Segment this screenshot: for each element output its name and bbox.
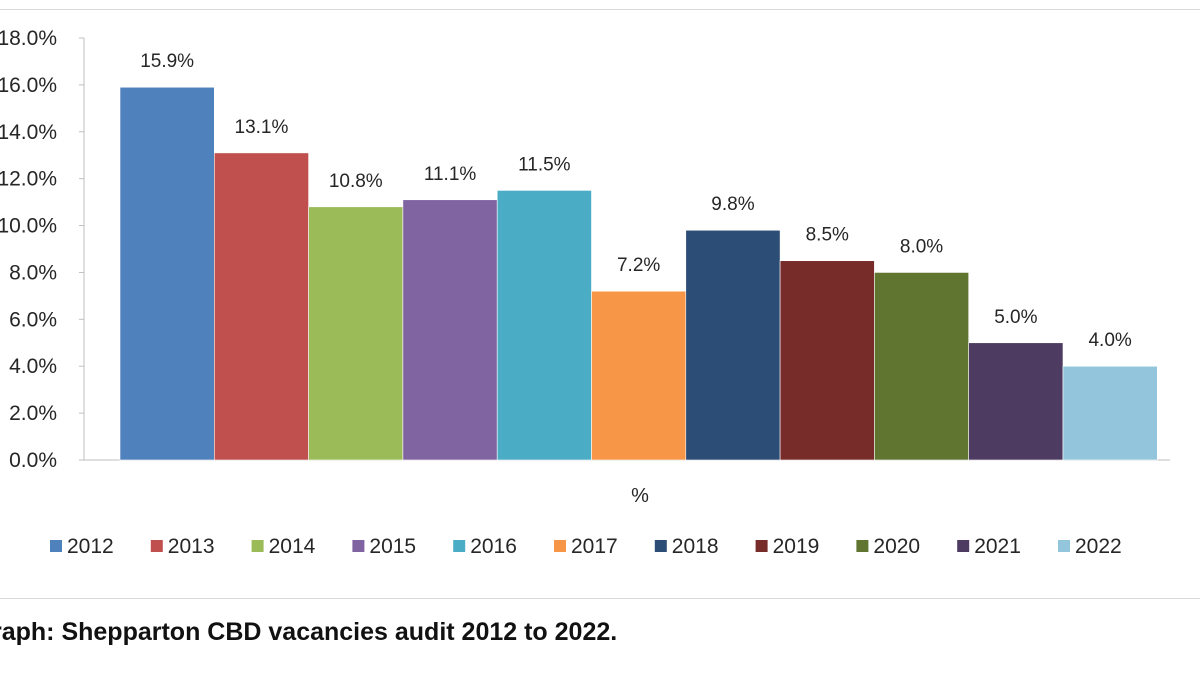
top-divider bbox=[0, 9, 1200, 10]
legend-label-2012: 2012 bbox=[67, 535, 114, 558]
y-tick-label: 10.0% bbox=[0, 215, 57, 238]
legend-swatch-2019 bbox=[755, 540, 768, 552]
data-label-2016: 11.5% bbox=[518, 154, 571, 175]
legend-label-2019: 2019 bbox=[773, 535, 820, 558]
y-axis-ticks: 0.0% 2.0% 4.0% 6.0% 8.0% 10.0% 12.0% 14.0% 16.0%… bbox=[0, 27, 84, 472]
data-label-2017: 7.2% bbox=[617, 255, 660, 276]
legend-swatch-2013 bbox=[150, 540, 163, 552]
bottom-divider bbox=[0, 598, 1200, 599]
legend-label-2017: 2017 bbox=[571, 535, 618, 558]
legend-label-2015: 2015 bbox=[369, 535, 416, 558]
legend-label-2016: 2016 bbox=[470, 535, 517, 558]
data-label-2018: 9.8% bbox=[711, 194, 754, 215]
legend-swatch-2015 bbox=[352, 540, 365, 552]
bar-2018 bbox=[685, 229, 781, 461]
legend-swatch-2020 bbox=[856, 540, 869, 552]
y-tick-label: 14.0% bbox=[0, 121, 57, 144]
data-labels: 15.9% 13.1% 10.8% 11.1% 11.5% 7.2% 9.8% 8.5% 8.0… bbox=[140, 51, 1132, 351]
y-tick-label: 8.0% bbox=[9, 261, 57, 284]
legend-label-2021: 2021 bbox=[974, 535, 1021, 558]
y-tick-label: 6.0% bbox=[9, 308, 57, 331]
legend-swatch-2012 bbox=[50, 540, 62, 552]
legend-label-2020: 2020 bbox=[873, 535, 920, 558]
bar-2019 bbox=[779, 260, 875, 461]
bar-2017 bbox=[591, 290, 687, 461]
x-axis-title: % bbox=[631, 485, 649, 507]
figure-caption: raph: Shepparton CBD vacancies audit 201… bbox=[0, 618, 618, 646]
legend-swatch-2022 bbox=[1058, 540, 1070, 552]
legend-label-2022: 2022 bbox=[1075, 535, 1122, 558]
bar-chart: 0.0% 2.0% 4.0% 6.0% 8.0% 10.0% 12.0% 14.0% 16.0%… bbox=[0, 27, 1170, 558]
legend-swatch-2021 bbox=[957, 540, 970, 552]
bar-2020 bbox=[874, 272, 970, 461]
legend-swatch-2016 bbox=[453, 540, 466, 552]
legend: 2012 2013 2014 2015 2016 2017 2018 2019 2020 2021… bbox=[50, 535, 1122, 558]
y-tick-label: 16.0% bbox=[0, 74, 57, 97]
bar-2021 bbox=[968, 342, 1064, 461]
y-tick-label: 2.0% bbox=[9, 402, 57, 425]
bar-2015 bbox=[402, 199, 498, 461]
data-label-2020: 8.0% bbox=[900, 236, 943, 257]
data-label-2013: 13.1% bbox=[235, 117, 289, 138]
legend-swatch-2018 bbox=[654, 540, 667, 552]
bar-2016 bbox=[496, 190, 592, 461]
y-tick-label: 4.0% bbox=[9, 355, 57, 378]
legend-label-2013: 2013 bbox=[168, 535, 215, 558]
data-label-2015: 11.1% bbox=[424, 164, 477, 185]
bar-2014 bbox=[308, 206, 404, 461]
legend-label-2018: 2018 bbox=[672, 535, 719, 558]
legend-swatch-2017 bbox=[554, 540, 566, 552]
data-label-2021: 5.0% bbox=[994, 307, 1037, 328]
bar-2012 bbox=[119, 86, 215, 461]
y-tick-label: 18.0% bbox=[0, 27, 57, 50]
bar-2022 bbox=[1062, 365, 1158, 461]
data-label-2014: 10.8% bbox=[329, 171, 383, 192]
legend-label-2014: 2014 bbox=[269, 535, 316, 558]
legend-swatch-2014 bbox=[251, 540, 264, 552]
y-tick-label: 12.0% bbox=[0, 168, 57, 191]
bar-2013 bbox=[214, 152, 309, 461]
data-label-2019: 8.5% bbox=[806, 225, 849, 246]
bars bbox=[119, 86, 1158, 461]
y-tick-label: 0.0% bbox=[9, 449, 57, 472]
data-label-2012: 15.9% bbox=[140, 51, 194, 72]
data-label-2022: 4.0% bbox=[1088, 330, 1131, 351]
